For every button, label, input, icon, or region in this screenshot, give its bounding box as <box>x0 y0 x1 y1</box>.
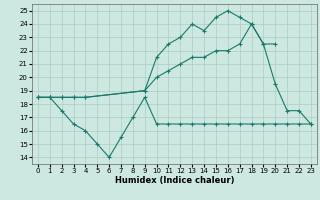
X-axis label: Humidex (Indice chaleur): Humidex (Indice chaleur) <box>115 176 234 185</box>
